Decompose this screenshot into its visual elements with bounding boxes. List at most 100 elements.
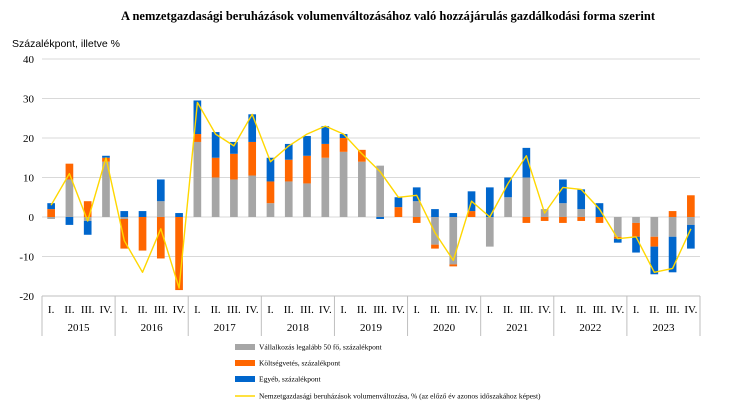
bar-segment <box>394 197 403 208</box>
x-tick-label: I. <box>340 304 347 316</box>
bar-segment <box>504 177 512 198</box>
year-label: 2021 <box>506 322 528 334</box>
bar-segment <box>431 217 439 245</box>
bar-segment <box>376 217 384 219</box>
x-tick-label: I. <box>48 304 55 316</box>
bar-segment <box>284 159 293 182</box>
bar-segment <box>211 157 220 178</box>
year-label: 2018 <box>287 322 310 334</box>
year-label: 2015 <box>68 322 91 334</box>
bar-segment <box>230 153 238 180</box>
bar-segment <box>65 163 74 180</box>
bar-segment <box>522 217 531 223</box>
legend-label: Költségvetés, százalékpont <box>259 359 341 368</box>
x-tick-label: I. <box>194 304 201 316</box>
y-tick-label: -10 <box>19 252 34 264</box>
bar-segment <box>339 138 348 152</box>
bar-segment <box>211 132 220 158</box>
bar-segment <box>120 218 129 249</box>
x-tick-label: I. <box>121 304 128 316</box>
year-label: 2022 <box>579 322 601 334</box>
legend-label: Vállalkozás legalább 50 fő, százalékpont <box>259 343 383 352</box>
bar-segment <box>632 236 640 253</box>
bar-segment <box>156 179 165 202</box>
x-tick-label: II. <box>576 304 586 316</box>
x-tick-label: II. <box>64 304 74 316</box>
x-tick-label: I. <box>633 304 640 316</box>
bar-segment <box>175 217 183 291</box>
y-tick-label: 20 <box>23 133 35 145</box>
year-label: 2019 <box>360 322 383 334</box>
bar-segment <box>248 141 257 176</box>
bar-segment <box>266 181 275 204</box>
bar-segment <box>431 209 439 217</box>
bar-segment <box>193 134 202 142</box>
bar-segment <box>193 100 202 135</box>
bar-segment <box>449 217 458 265</box>
bar-segment <box>376 165 384 217</box>
bar-segment <box>358 149 366 162</box>
bar-segment <box>559 203 567 217</box>
bar-segment <box>284 181 293 217</box>
x-tick-label: III. <box>300 304 314 316</box>
bar-segment <box>595 217 604 223</box>
x-tick-label: IV. <box>465 304 478 316</box>
bar-segment <box>120 217 129 219</box>
x-tick-label: III. <box>227 304 241 316</box>
bar-segment <box>83 201 92 217</box>
legend-label: Egyéb, százalékpont <box>259 375 322 384</box>
bar-segment <box>559 179 567 204</box>
bar-segment <box>412 201 421 217</box>
x-tick-label: I. <box>487 304 494 316</box>
bar-segment <box>668 217 677 237</box>
bar-segment <box>632 217 640 223</box>
bar-segment <box>156 217 165 259</box>
bar-segment <box>47 209 55 217</box>
bar-segment <box>321 126 330 144</box>
legend-label: Nemzetgazdasági beruházások volumenválto… <box>259 392 541 401</box>
legend: Vállalkozás legalább 50 fő, százalékpont… <box>235 343 541 401</box>
bar-segment <box>613 238 622 243</box>
x-tick-label: II. <box>284 304 294 316</box>
bar-segment <box>577 217 586 221</box>
bar-segment <box>83 220 92 235</box>
bar-segment <box>522 147 531 178</box>
year-label: 2023 <box>652 322 675 334</box>
year-label: 2016 <box>141 322 164 334</box>
bar-segment <box>303 136 311 156</box>
bars <box>47 100 695 291</box>
bar-segment <box>321 143 330 158</box>
x-tick-label: IV. <box>611 304 624 316</box>
bar-segment <box>65 179 74 217</box>
legend-swatch <box>235 376 255 382</box>
x-tick-label: II. <box>357 304 367 316</box>
x-tick-label: III. <box>446 304 460 316</box>
bar-segment <box>321 157 330 217</box>
bar-segment <box>193 141 202 217</box>
bar-segment <box>138 217 147 251</box>
y-axis-label: Százalékpont, illetve % <box>12 38 120 50</box>
x-axis: I. II. III. IV. I. II. III. IV. I. II. III. IV. I. II… <box>41 295 701 336</box>
volume-line <box>50 101 692 289</box>
bar-segment <box>559 217 567 223</box>
bar-segment <box>504 197 512 217</box>
bar-segment <box>394 207 403 217</box>
x-tick-label: II. <box>211 304 221 316</box>
y-tick-label: 10 <box>23 173 35 185</box>
bar-segment <box>485 187 494 217</box>
year-label: 2020 <box>433 322 456 334</box>
bar-segment <box>668 236 677 273</box>
x-tick-label: III. <box>519 304 533 316</box>
bar-segment <box>230 141 238 154</box>
x-tick-label: IV. <box>99 304 112 316</box>
bar-segment <box>102 161 110 217</box>
bar-segment <box>47 203 55 210</box>
bar-segment <box>577 209 586 217</box>
y-tick-label: 30 <box>23 94 35 106</box>
bar-segment <box>303 183 311 217</box>
bar-segment <box>668 211 677 217</box>
x-tick-label: I. <box>267 304 274 316</box>
x-tick-label: III. <box>373 304 387 316</box>
legend-swatch <box>235 360 255 366</box>
